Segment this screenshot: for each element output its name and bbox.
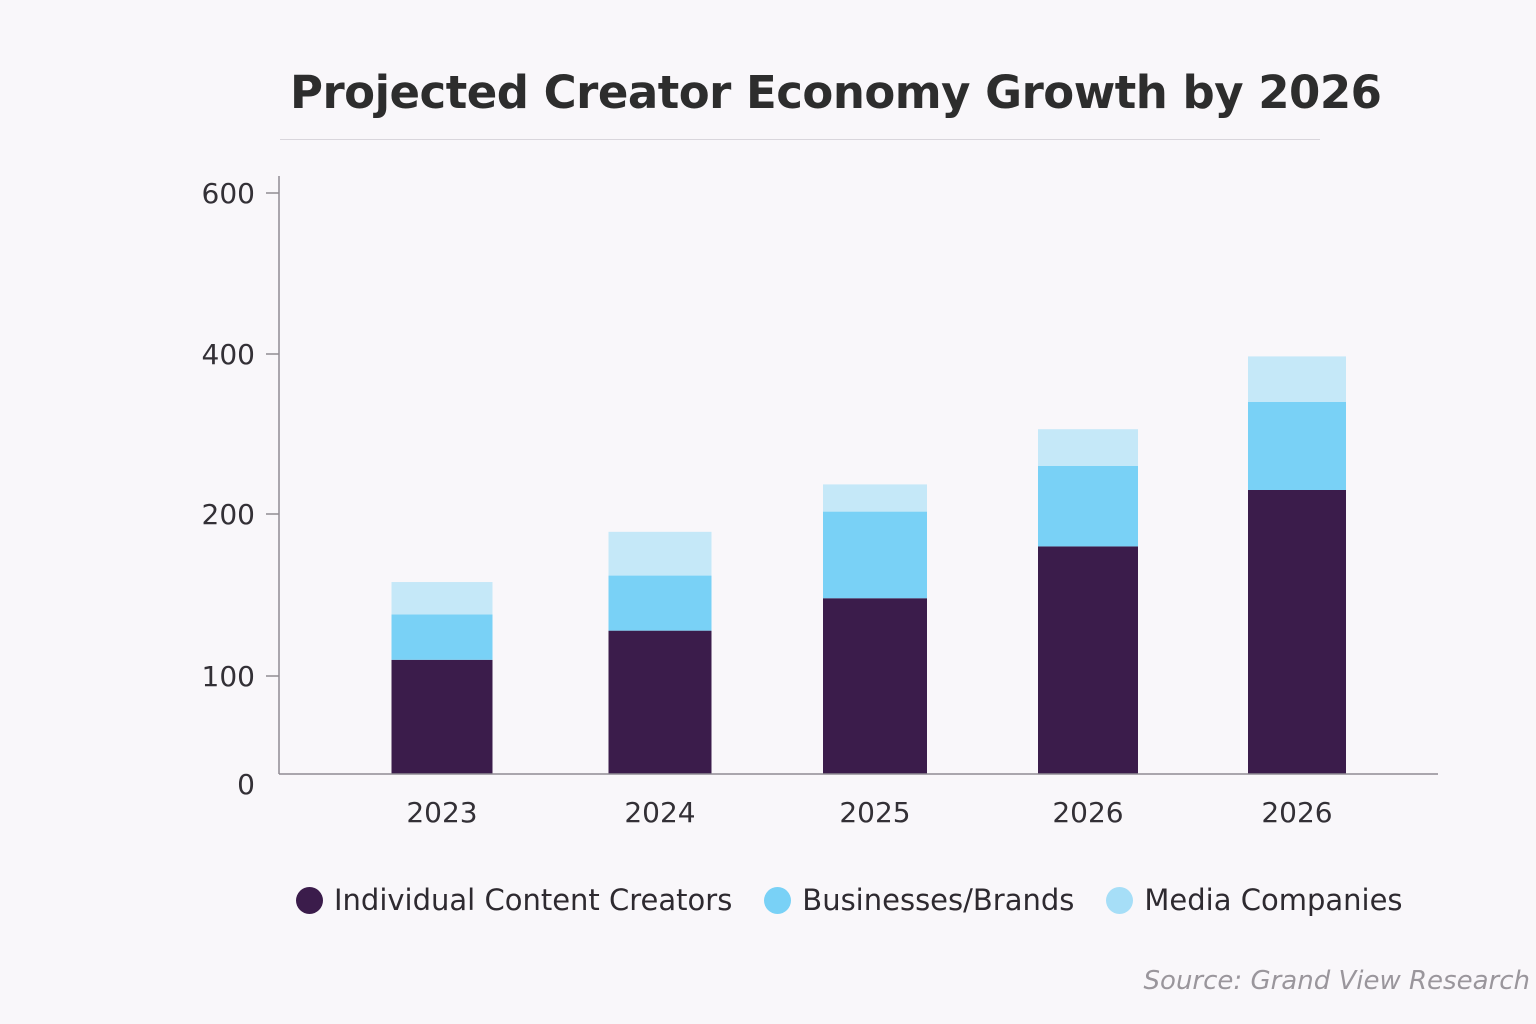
- legend-swatch: [764, 886, 792, 914]
- legend: Individual Content Creators Businesses/Br…: [296, 878, 1435, 922]
- x-tick-label: 2025: [839, 796, 910, 829]
- chart-title: Projected Creator Economy Growth by 2026: [290, 66, 1382, 119]
- legend-label: Businesses/Brands: [802, 883, 1075, 917]
- y-tick-label: 600: [202, 177, 255, 210]
- bar-segment-3-1: [391, 582, 493, 615]
- x-tick-group: 2023 2024 2025 2026 2026: [406, 796, 1332, 829]
- x-tick-label: 2026: [1052, 796, 1123, 829]
- bar-segment-2-2: [608, 575, 712, 631]
- bar-segment-1-5: [1248, 490, 1346, 774]
- y-tick-group: 0 100 200 400 600: [202, 177, 279, 801]
- legend-swatch: [1106, 886, 1134, 914]
- bar-segment-2-1: [391, 614, 493, 660]
- title-divider: [280, 139, 1320, 140]
- bar-segment-2-5: [1248, 402, 1346, 490]
- x-tick-label: 2023: [406, 796, 477, 829]
- bar-segment-3-4: [1038, 429, 1138, 466]
- legend-swatch: [296, 886, 323, 914]
- legend-label: Media Companies: [1144, 883, 1403, 917]
- bar-segment-2-4: [1038, 466, 1138, 547]
- legend-item: Media Companies: [1106, 883, 1403, 917]
- bar-segment-2-3: [823, 511, 927, 599]
- legend-label: Individual Content Creators: [334, 883, 733, 917]
- y-tick-label: 100: [202, 660, 255, 693]
- bar-segment-1-1: [391, 659, 493, 774]
- y-tick-label: 400: [202, 338, 255, 371]
- bar-segment-1-3: [823, 598, 927, 774]
- x-tick-label: 2026: [1261, 796, 1332, 829]
- bar-segment-1-2: [608, 630, 712, 774]
- legend-item: Individual Content Creators: [296, 883, 732, 917]
- bar-segment-3-3: [823, 484, 927, 512]
- bar-segment-3-5: [1248, 356, 1346, 402]
- x-tick-label: 2024: [624, 796, 695, 829]
- bar-group: [391, 356, 1346, 774]
- bar-segment-3-2: [608, 531, 712, 576]
- y-tick-label: 200: [202, 498, 255, 531]
- bar-segment-1-4: [1038, 546, 1138, 774]
- legend-item: Businesses/Brands: [764, 883, 1074, 917]
- y-tick-label: 0: [237, 768, 255, 801]
- source-note: Source: Grand View Research: [1143, 966, 1530, 996]
